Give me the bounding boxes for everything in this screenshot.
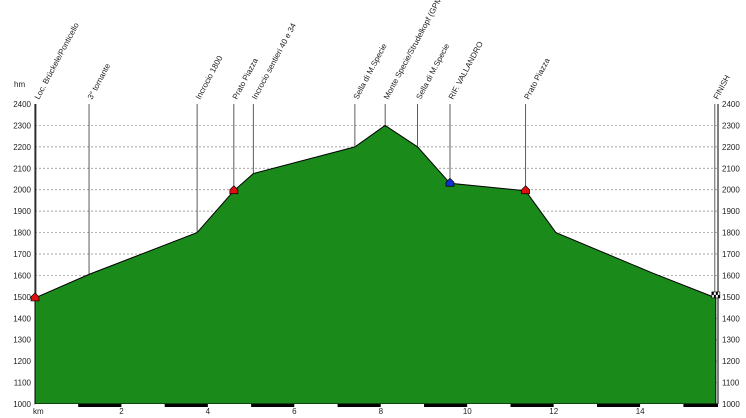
y-tick-label-right: 1900 bbox=[722, 207, 740, 216]
km-band-dark bbox=[164, 404, 208, 407]
waypoint-markers bbox=[30, 177, 721, 302]
y-tick-label-right: 1200 bbox=[722, 357, 740, 366]
y-tick-label-right: 2000 bbox=[722, 186, 740, 195]
y-axis-right: 1000 1100 1200 1300 1400 1500 1600 1700 1800 1900… bbox=[722, 100, 740, 409]
y-tick-label: 2100 bbox=[13, 164, 31, 173]
waypoint-marker-red bbox=[521, 185, 530, 195]
y-axis-left: 1000 1100 1200 1300 1400 1500 1600 1700 1800 1900… bbox=[13, 100, 31, 409]
km-band-dark bbox=[510, 404, 554, 407]
elevation-profile-area bbox=[34, 124, 717, 405]
x-tick-label: 12 bbox=[549, 407, 558, 416]
x-tick-label: 10 bbox=[463, 407, 472, 416]
y-tick-label: 2300 bbox=[13, 121, 31, 130]
km-band-dark bbox=[337, 404, 381, 407]
waypoint-label: 3° tornante bbox=[86, 62, 113, 101]
y-tick-label: 1000 bbox=[13, 400, 31, 409]
finish-flag-check bbox=[717, 294, 720, 298]
y-tick-label: 1400 bbox=[13, 314, 31, 323]
km-band-dark bbox=[683, 404, 718, 407]
waypoint-labels: Loc. Brückele/Ponticello 3° tornante Incro… bbox=[33, 0, 732, 101]
x-tick-label: 6 bbox=[292, 407, 297, 416]
y-tick-label-right: 1000 bbox=[722, 400, 740, 409]
x-tick-label: 14 bbox=[636, 407, 645, 416]
km-band-light bbox=[207, 404, 252, 407]
waypoint-label: FINISH bbox=[712, 73, 732, 101]
x-tick-label: 4 bbox=[206, 407, 211, 416]
y-tick-label-right: 1500 bbox=[722, 293, 740, 302]
x-tick-label: 2 bbox=[119, 407, 124, 416]
y-tick-label: 2400 bbox=[13, 100, 31, 109]
waypoint-marker-red bbox=[229, 185, 239, 195]
km-band-light bbox=[294, 404, 338, 407]
km-band-dark bbox=[251, 404, 295, 407]
y-tick-label: 2000 bbox=[13, 186, 31, 195]
x-tick-label: 8 bbox=[379, 407, 384, 416]
waypoint-connectors bbox=[35, 104, 716, 298]
km-band-light bbox=[553, 404, 597, 407]
x-axis-label: km bbox=[33, 407, 44, 416]
y-tick-label-right: 1300 bbox=[722, 336, 740, 345]
y-tick-label: 1200 bbox=[13, 357, 31, 366]
y-tick-label: 1900 bbox=[13, 207, 31, 216]
waypoint-label: Prato Piazza bbox=[522, 56, 551, 101]
finish-flag-check bbox=[711, 291, 714, 295]
km-band-light bbox=[380, 404, 425, 407]
waypoint-marker-blue bbox=[445, 177, 455, 187]
y-tick-label-right: 2100 bbox=[722, 164, 740, 173]
km-band-dark bbox=[424, 404, 468, 407]
finish-flag-check bbox=[713, 294, 716, 298]
y-tick-label: 1500 bbox=[13, 293, 31, 302]
km-band-dark bbox=[78, 404, 122, 407]
km-band-light bbox=[35, 404, 79, 407]
y-tick-label: 1100 bbox=[14, 379, 32, 388]
y-tick-label: 1700 bbox=[13, 250, 31, 259]
y-tick-label: 2200 bbox=[13, 143, 31, 152]
waypoint-label: Incrocio 1800 bbox=[194, 54, 225, 101]
y-tick-label-right: 1400 bbox=[722, 314, 740, 323]
km-band-dark bbox=[596, 404, 641, 407]
y-tick-label-right: 1800 bbox=[722, 229, 740, 238]
y-tick-label-right: 2300 bbox=[722, 121, 740, 130]
y-tick-label: 1800 bbox=[13, 229, 31, 238]
y-tick-label-right: 1600 bbox=[722, 271, 740, 280]
y-tick-label-right: 1700 bbox=[722, 250, 740, 259]
y-tick-label: 1600 bbox=[13, 271, 31, 280]
km-band-light bbox=[121, 404, 165, 407]
y-axis-label: hm bbox=[14, 80, 25, 89]
waypoint-label: Loc. Brückele/Ponticello bbox=[33, 21, 81, 101]
km-band-light bbox=[640, 404, 684, 407]
waypoint-label: Monte Specie/Strudelkopf (GPM) bbox=[382, 0, 445, 101]
waypoint-label: RIF. VALLANDRO bbox=[447, 40, 485, 101]
km-band-light bbox=[467, 404, 511, 407]
waypoint-label: Sella di M.Specie bbox=[414, 42, 451, 101]
y-tick-label-right: 1100 bbox=[722, 379, 740, 388]
finish-flag-check bbox=[715, 291, 718, 295]
y-tick-label-right: 2200 bbox=[722, 143, 740, 152]
waypoint-marker-red bbox=[30, 292, 40, 302]
x-axis: 2 4 6 8 10 12 14 bbox=[35, 404, 718, 416]
y-tick-label-right: 2400 bbox=[722, 100, 740, 109]
y-tick-label: 1300 bbox=[13, 336, 31, 345]
